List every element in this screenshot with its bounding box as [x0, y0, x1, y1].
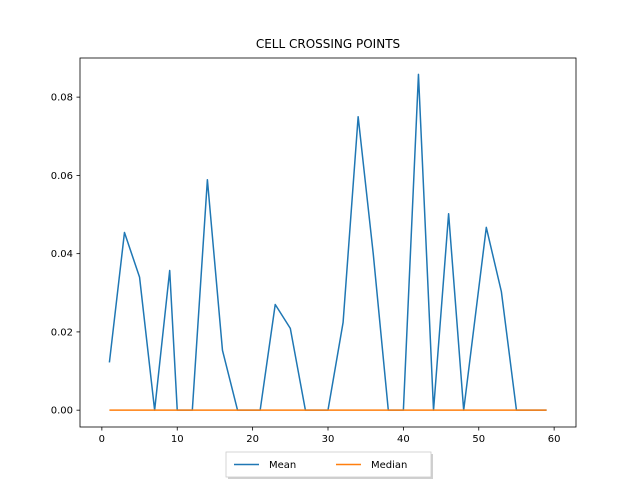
y-tick-label: 0.08	[51, 93, 73, 104]
plot-frame	[79, 57, 577, 428]
series-line-mean	[108, 73, 547, 411]
x-axis: 0 10 20 30 40 50 60	[99, 427, 561, 445]
x-tick-label: 50	[472, 434, 485, 445]
y-tick-label: 0.06	[51, 171, 73, 182]
x-tick-label: 40	[397, 434, 410, 445]
legend-box	[225, 451, 432, 478]
x-tick-label: 10	[171, 434, 184, 445]
x-tick-label: 20	[246, 434, 259, 445]
chart-title: CELL CROSSING POINTS	[256, 37, 400, 51]
y-axis: 0.00 0.02 0.04 0.06 0.08	[51, 93, 80, 417]
x-tick-label: 0	[99, 434, 105, 445]
y-tick-label: 0.00	[51, 406, 73, 417]
legend-label-median: Median	[371, 460, 407, 471]
y-tick-label: 0.02	[51, 327, 73, 338]
legend: Mean Median	[225, 451, 433, 479]
legend-label-mean: Mean	[269, 460, 296, 471]
y-tick-label: 0.04	[51, 249, 73, 260]
x-tick-label: 30	[322, 434, 335, 445]
x-tick-label: 60	[548, 434, 561, 445]
